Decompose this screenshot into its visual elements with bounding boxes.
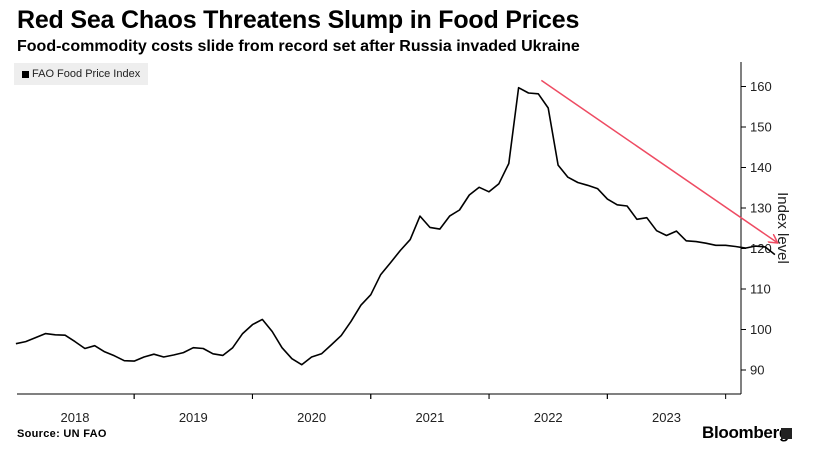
y-axis: 90 100 110 120 130 140 150 160 xyxy=(741,79,772,378)
y-tick-label: 90 xyxy=(750,363,764,378)
brand-logo-text: Bloomberg xyxy=(701,423,789,442)
legend: FAO Food Price Index xyxy=(14,63,149,85)
y-tick-label: 100 xyxy=(750,322,772,337)
x-tick-label: 2020 xyxy=(297,410,326,425)
trend-arrow-annotation xyxy=(540,79,777,242)
x-tick-label: 2018 xyxy=(61,410,90,425)
chart-subtitle: Food-commodity costs slide from record s… xyxy=(17,38,580,55)
source-note: Source: UN FAO xyxy=(17,428,107,440)
y-axis-title: Index level xyxy=(774,192,791,264)
x-tick-label: 2023 xyxy=(652,410,681,425)
y-tick-label: 140 xyxy=(750,160,772,175)
y-tick-label: 120 xyxy=(750,241,772,256)
series-line-fao-food-price-index xyxy=(15,86,776,366)
x-axis: 2018 2019 2020 2021 2022 2023 xyxy=(61,394,727,425)
legend-swatch xyxy=(22,70,29,78)
x-tick-label: 2021 xyxy=(415,410,444,425)
y-tick-label: 110 xyxy=(750,282,771,297)
y-tick-label: 130 xyxy=(750,201,772,216)
x-tick-label: 2022 xyxy=(534,410,563,425)
chart-title: Red Sea Chaos Threatens Slump in Food Pr… xyxy=(17,6,580,34)
y-tick-label: 160 xyxy=(750,79,772,94)
y-tick-label: 150 xyxy=(750,120,772,135)
legend-label: FAO Food Price Index xyxy=(32,68,141,80)
bloomberg-mark-icon xyxy=(781,428,792,439)
x-tick-label: 2019 xyxy=(179,410,208,425)
